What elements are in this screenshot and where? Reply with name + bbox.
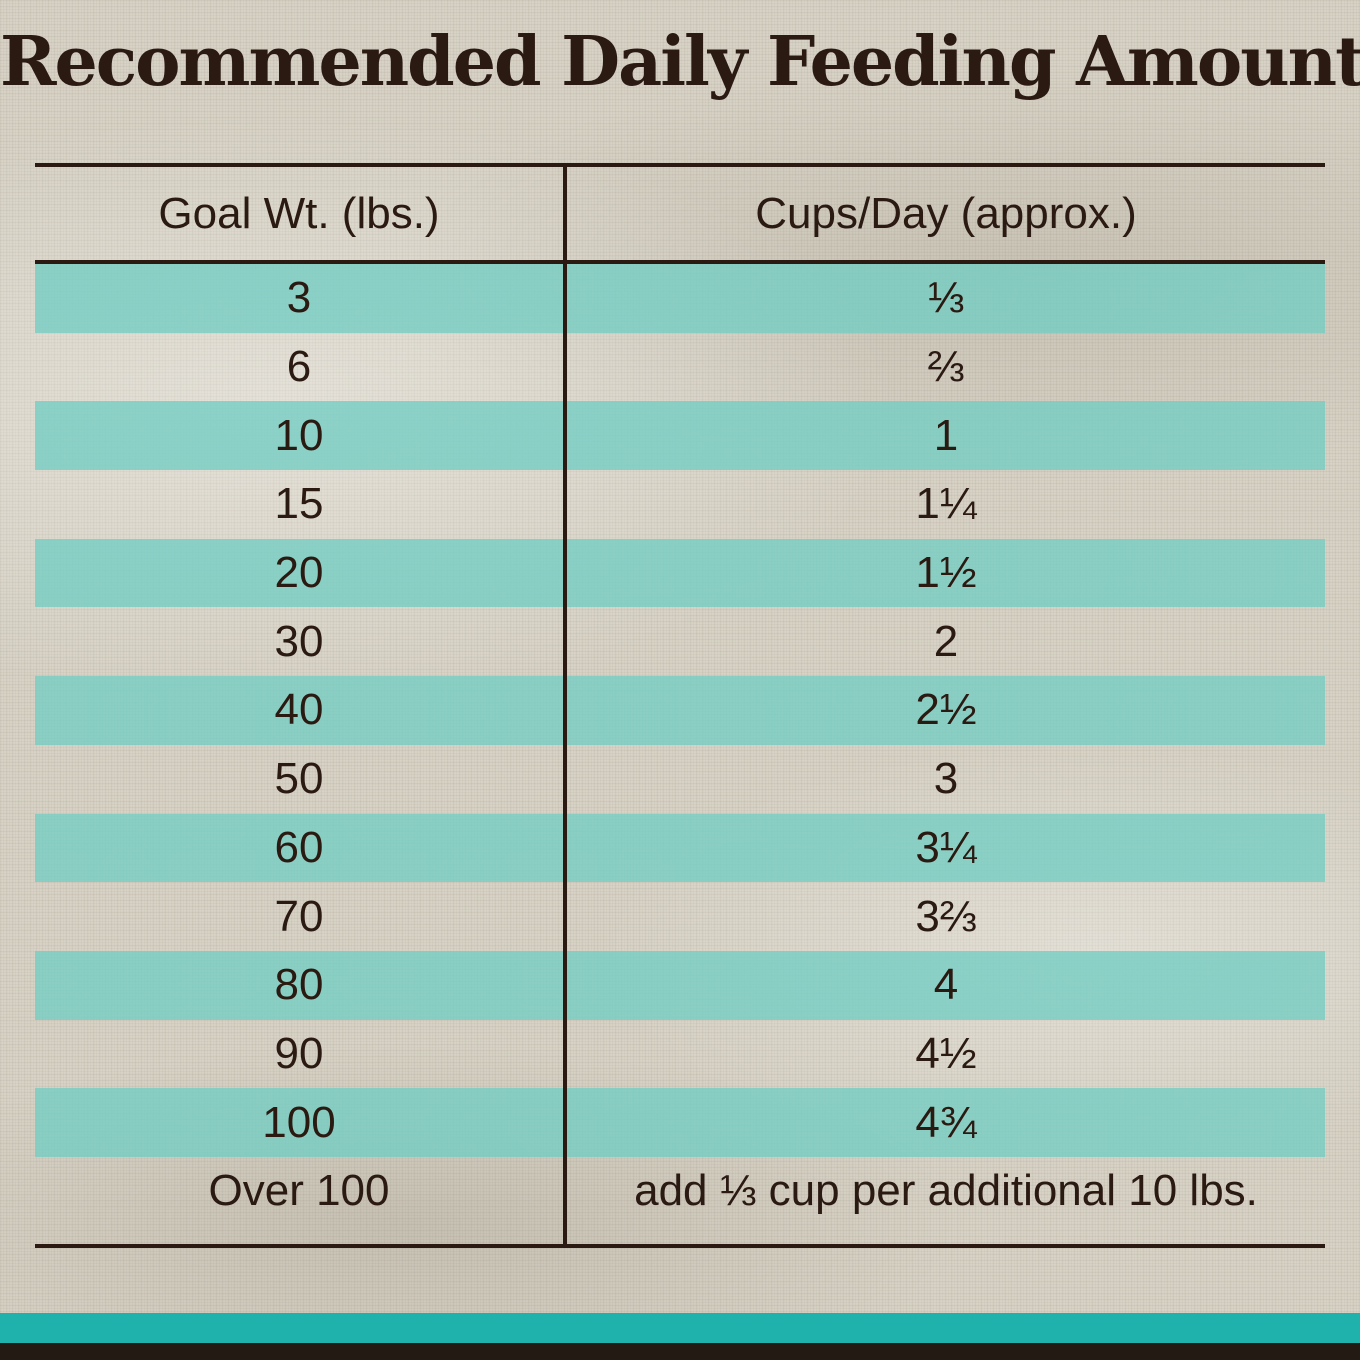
cups-per-day-cell: 2	[933, 616, 959, 666]
cups-per-day-cell: 1	[933, 410, 959, 460]
table-row: 100 4¾	[35, 1088, 1325, 1157]
table-row: 3 ⅓	[35, 264, 1325, 333]
cups-per-day-cell: 4½	[915, 1028, 977, 1078]
footer-dark-bar	[0, 1343, 1360, 1360]
goal-weight-cell: 60	[274, 822, 324, 872]
cups-per-day-cell: 2½	[915, 685, 977, 735]
table-row: 6 ⅔	[35, 333, 1325, 402]
table-row: 10 1	[35, 401, 1325, 471]
goal-weight-cell: 90	[274, 1028, 324, 1078]
goal-weight-cell: 15	[274, 479, 324, 529]
goal-weight-cell: 40	[274, 685, 324, 735]
table-row: 20 1½	[35, 538, 1325, 608]
table-row: 60 3¼	[35, 813, 1325, 883]
cups-per-day-cell: 3¼	[915, 822, 977, 872]
table-header-rule	[35, 260, 1325, 264]
goal-weight-cell: 70	[274, 891, 324, 941]
header-cups-per-day: Cups/Day (approx.)	[755, 188, 1137, 238]
table-bottom-rule	[35, 1244, 1325, 1248]
table-row: 50 3	[35, 745, 1325, 814]
cups-per-day-cell: add ⅓ cup per additional 10 lbs.	[634, 1166, 1258, 1216]
cups-per-day-cell: ⅔	[927, 342, 965, 392]
goal-weight-cell: Over 100	[208, 1166, 390, 1216]
table-column-divider	[563, 163, 567, 1248]
table-row: 90 4½	[35, 1020, 1325, 1089]
table-row: 30 2	[35, 607, 1325, 676]
page-title: Recommended Daily Feeding Amounts:	[0, 22, 1360, 102]
table-header: Goal Wt. (lbs.) Cups/Day (approx.)	[35, 167, 1325, 260]
cups-per-day-cell: ⅓	[927, 273, 965, 323]
goal-weight-cell: 50	[274, 754, 324, 804]
goal-weight-cell: 30	[274, 616, 324, 666]
table-row: 40 2½	[35, 676, 1325, 745]
cups-per-day-cell: 4	[933, 960, 959, 1010]
goal-weight-cell: 80	[274, 960, 324, 1010]
goal-weight-cell: 6	[286, 342, 312, 392]
feeding-table: Goal Wt. (lbs.) Cups/Day (approx.) 3 ⅓ 6…	[35, 163, 1325, 1248]
table-row: 70 3⅔	[35, 882, 1325, 951]
goal-weight-cell: 10	[274, 410, 324, 460]
goal-weight-cell: 100	[262, 1097, 336, 1147]
table-top-rule	[35, 163, 1325, 167]
cups-per-day-cell: 3	[933, 754, 959, 804]
table-row: Over 100 add ⅓ cup per additional 10 lbs…	[35, 1157, 1325, 1226]
footer-teal-bar	[0, 1313, 1360, 1343]
cups-per-day-cell: 1½	[915, 548, 977, 598]
goal-weight-cell: 3	[286, 273, 312, 323]
cups-per-day-cell: 4¾	[915, 1097, 977, 1147]
table-row: 80 4	[35, 950, 1325, 1020]
header-goal-weight: Goal Wt. (lbs.)	[158, 188, 440, 238]
goal-weight-cell: 20	[274, 548, 324, 598]
table-body: 3 ⅓ 6 ⅔ 10 1 15 1¼ 20 1½ 30 2 40 2½ 50 3	[35, 264, 1325, 1226]
cups-per-day-cell: 1¼	[915, 479, 977, 529]
table-row: 15 1¼	[35, 470, 1325, 539]
cups-per-day-cell: 3⅔	[915, 891, 977, 941]
